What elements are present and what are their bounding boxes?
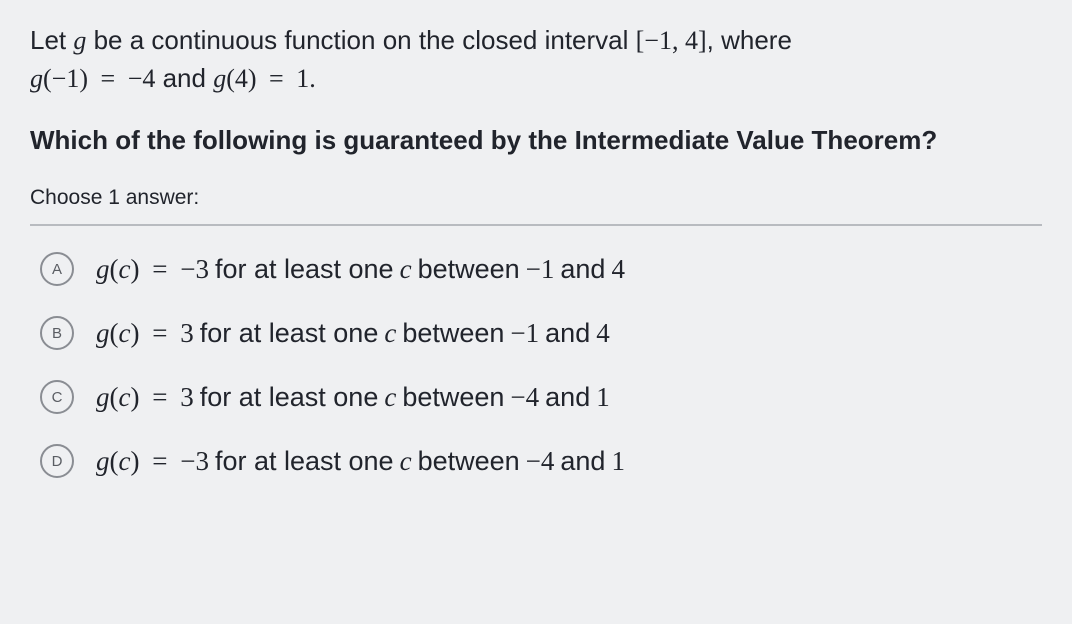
c-var: c [400, 446, 412, 477]
g-val: −4 [128, 64, 156, 93]
intro-line-1: Let g be a continuous function on the cl… [30, 22, 1042, 60]
intro-g: g [73, 26, 86, 55]
and-text: and [554, 446, 611, 477]
c-var: c [119, 254, 131, 284]
option-a[interactable]: A g(c) = −3 for at least one c between −… [40, 252, 1042, 286]
paren-close: ) [79, 64, 88, 93]
c-var: c [384, 318, 396, 349]
g-var: g [213, 64, 226, 93]
bound-b: 4 [596, 318, 610, 349]
paren-open: ( [43, 64, 52, 93]
option-c[interactable]: C g(c) = 3 for at least one c between −4… [40, 380, 1042, 414]
equals: = [257, 64, 297, 93]
equals: = [139, 382, 180, 412]
paren-open: ( [110, 446, 119, 476]
interval-open: [ [636, 26, 645, 55]
mid-text: for at least one [209, 254, 400, 285]
equals: = [88, 64, 128, 93]
intro-text: , where [707, 25, 792, 55]
intro-line-2: g(−1) = −4 and g(4) = 1. [30, 60, 1042, 98]
option-circle-d: D [40, 444, 74, 478]
mid-text: for at least one [194, 382, 385, 413]
mid-text: for at least one [194, 318, 385, 349]
c-var: c [119, 318, 131, 348]
g-val: 1 [296, 64, 309, 93]
g-var: g [96, 446, 110, 476]
interval-close: ] [698, 26, 707, 55]
bound-b: 1 [611, 446, 625, 477]
bound-a: −1 [510, 318, 539, 349]
option-circle-b: B [40, 316, 74, 350]
period: . [309, 64, 316, 93]
bound-a: −4 [510, 382, 539, 413]
choose-label: Choose 1 answer: [30, 186, 1042, 210]
c-var: c [119, 382, 131, 412]
g-var: g [30, 64, 43, 93]
between-text: between [396, 318, 510, 349]
between-text: between [396, 382, 510, 413]
interval-comma: , [672, 26, 685, 55]
value: 3 [180, 382, 194, 412]
between-text: between [412, 254, 526, 285]
value: −3 [180, 254, 209, 284]
option-b[interactable]: B g(c) = 3 for at least one c between −1… [40, 316, 1042, 350]
value: −3 [180, 446, 209, 476]
paren-open: ( [226, 64, 235, 93]
c-var: c [384, 382, 396, 413]
option-text: g(c) = 3 for at least one c between −4 a… [96, 382, 610, 413]
interval-a: −1 [644, 26, 672, 55]
g-arg: −1 [52, 64, 80, 93]
bound-a: −4 [526, 446, 555, 477]
interval-b: 4 [685, 26, 698, 55]
divider [30, 224, 1042, 226]
mid-text: for at least one [209, 446, 400, 477]
and-text: and [539, 382, 596, 413]
between-text: between [412, 446, 526, 477]
options-list: A g(c) = −3 for at least one c between −… [30, 252, 1042, 478]
value: 3 [180, 318, 194, 348]
paren-open: ( [110, 318, 119, 348]
and-text: and [539, 318, 596, 349]
option-text: g(c) = −3 for at least one c between −4 … [96, 446, 625, 477]
question-intro: Let g be a continuous function on the cl… [30, 22, 1042, 97]
paren-close: ) [248, 64, 257, 93]
g-var: g [96, 254, 110, 284]
equals: = [139, 318, 180, 348]
option-circle-c: C [40, 380, 74, 414]
option-circle-a: A [40, 252, 74, 286]
equals: = [139, 446, 180, 476]
and-text: and [155, 63, 213, 93]
bound-b: 1 [596, 382, 610, 413]
option-d[interactable]: D g(c) = −3 for at least one c between −… [40, 444, 1042, 478]
and-text: and [554, 254, 611, 285]
bound-a: −1 [526, 254, 555, 285]
c-var: c [119, 446, 131, 476]
bound-b: 4 [611, 254, 625, 285]
intro-text: Let [30, 25, 73, 55]
paren-open: ( [110, 382, 119, 412]
option-text: g(c) = 3 for at least one c between −1 a… [96, 318, 610, 349]
paren-open: ( [110, 254, 119, 284]
g-var: g [96, 318, 110, 348]
c-var: c [400, 254, 412, 285]
intro-text: be a continuous function on the closed i… [86, 25, 635, 55]
g-arg: 4 [235, 64, 248, 93]
g-var: g [96, 382, 110, 412]
equals: = [139, 254, 180, 284]
option-text: g(c) = −3 for at least one c between −1 … [96, 254, 625, 285]
question-prompt: Which of the following is guaranteed by … [30, 125, 1042, 156]
